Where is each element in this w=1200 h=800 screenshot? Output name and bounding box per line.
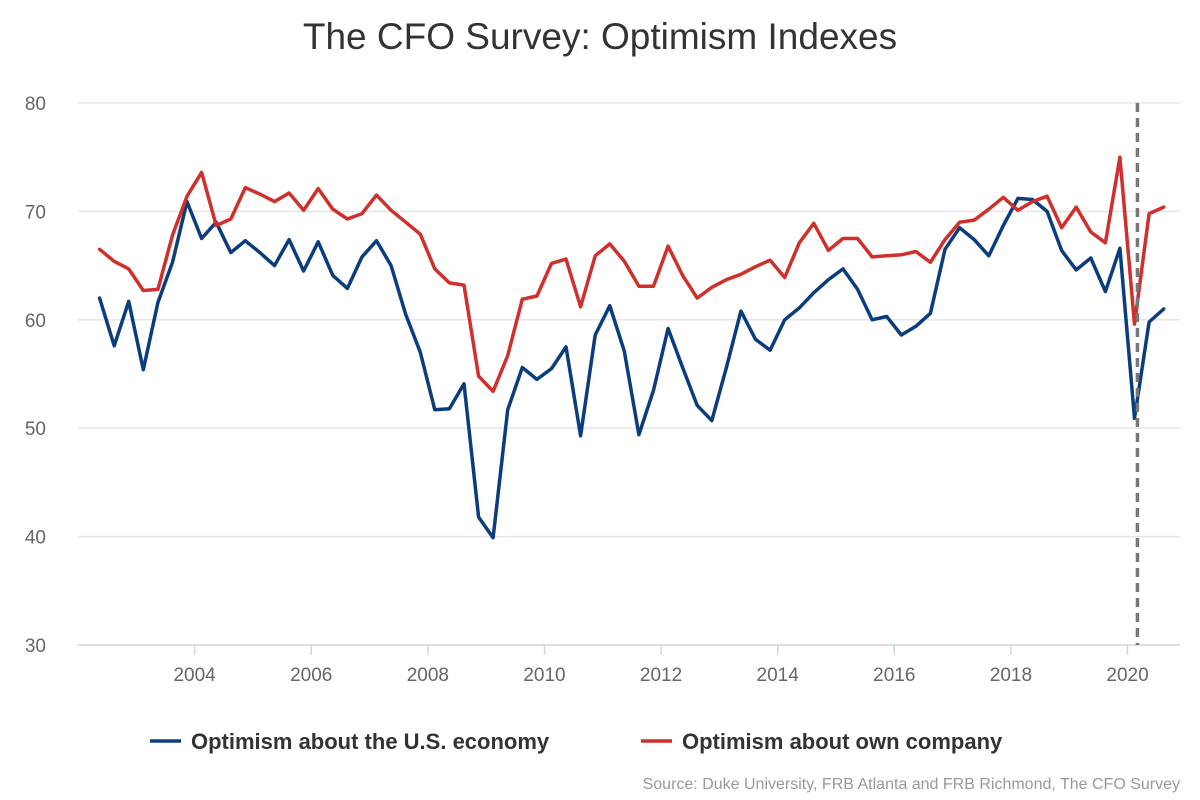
legend[interactable]: Optimism about the U.S. economy Optimism… xyxy=(150,729,1003,754)
y-tick-label-30: 30 xyxy=(25,636,46,657)
x-tick-label-2020: 2020 xyxy=(1106,665,1148,686)
x-tick-label-2004: 2004 xyxy=(173,665,216,686)
x-tick-label-2016: 2016 xyxy=(873,665,915,686)
grid-lines xyxy=(78,102,1180,538)
source-note: Source: Duke University, FRB Atlanta and… xyxy=(643,776,1180,793)
x-axis-ticks: 2004 2006 2008 2010 2012 2014 2016 2018 2020 xyxy=(78,644,1180,686)
chart-title: The CFO Survey: Optimism Indexes xyxy=(303,16,897,57)
legend-label-own-company: Optimism about own company xyxy=(682,729,1003,754)
y-tick-label-60: 60 xyxy=(25,311,46,332)
y-tick-label-70: 70 xyxy=(25,202,46,223)
series-line-us-economy[interactable] xyxy=(97,196,1166,540)
x-tick-label-2014: 2014 xyxy=(757,665,800,686)
legend-label-us-economy: Optimism about the U.S. economy xyxy=(191,729,550,754)
x-tick-label-2018: 2018 xyxy=(990,665,1032,686)
x-tick-label-2006: 2006 xyxy=(290,665,332,686)
x-tick-label-2008: 2008 xyxy=(407,665,449,686)
series-lines xyxy=(97,155,1166,540)
y-tick-label-50: 50 xyxy=(25,419,46,440)
y-tick-label-80: 80 xyxy=(25,94,46,115)
x-tick-label-2010: 2010 xyxy=(523,665,565,686)
series-line-own-company[interactable] xyxy=(97,155,1166,394)
x-tick-label-2012: 2012 xyxy=(640,665,682,686)
y-tick-label-40: 40 xyxy=(25,528,46,549)
legend-item-us-economy[interactable]: Optimism about the U.S. economy xyxy=(150,729,550,754)
y-axis-ticks: 30 40 50 60 70 80 xyxy=(25,94,46,657)
legend-item-own-company[interactable]: Optimism about own company xyxy=(641,729,1003,754)
